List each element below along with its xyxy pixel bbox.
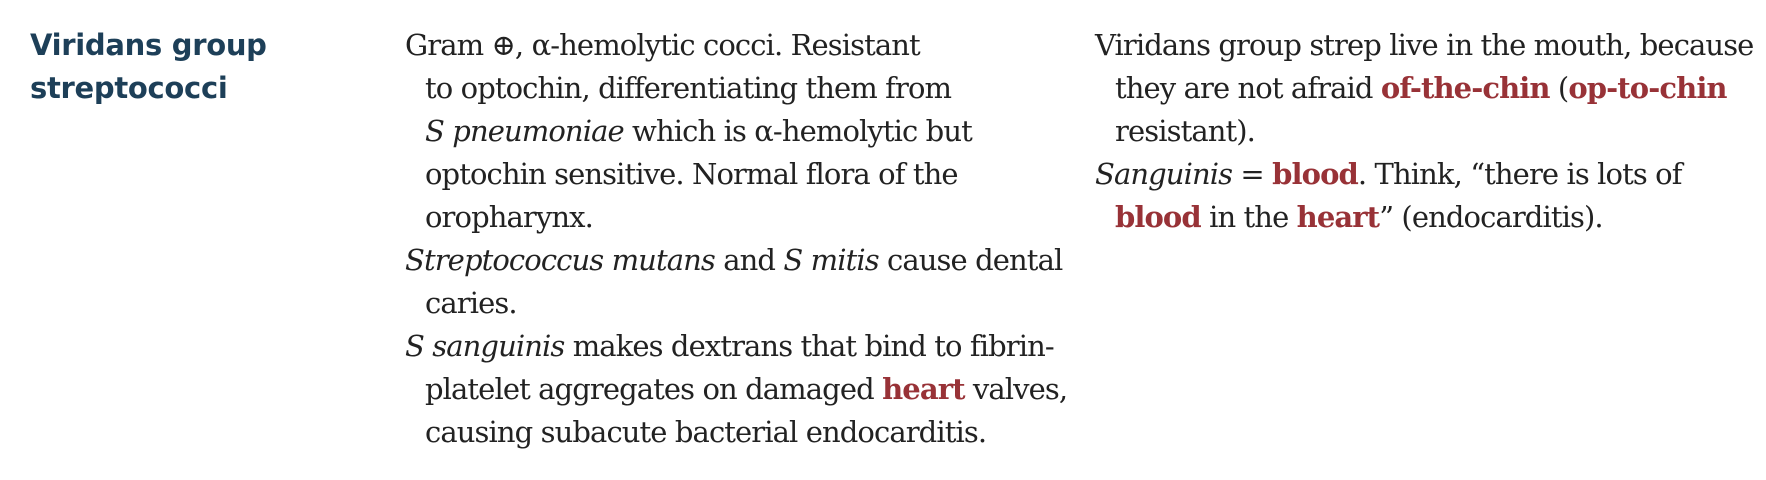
organism-name-s-mutans: Streptococcus mutans [405, 243, 716, 277]
mnemonic-paragraph-1: Viridans group strep live in the mouth, … [1095, 24, 1755, 153]
highlight-blood: blood [1272, 157, 1359, 191]
desc-p1-line-2: to optochin, differentiating them from [425, 71, 952, 105]
mnem-p2-equals: = [1232, 157, 1273, 191]
description-paragraph-2: Streptococcus mutans and S mitis cause d… [405, 239, 1063, 325]
mnem-sanguinis: Sanguinis [1095, 157, 1233, 191]
desc-p3-line-1-text: makes dextrans that bind to fibrin- [564, 329, 1055, 363]
desc-p1-line-5: oropharynx. [425, 200, 594, 234]
highlight-heart: heart [882, 372, 965, 406]
desc-p2-line-1-text-a: and [714, 243, 784, 277]
mnem-p1-line-2-mid: ( [1549, 71, 1569, 105]
mnem-p2-line-2: blood in the heart” (endocarditis). [1095, 196, 1755, 239]
mnem-p2-line-1: Sanguinis = blood. Think, “there is lots… [1095, 153, 1755, 196]
term-line-1: Viridans group [30, 28, 267, 62]
mnem-p2-line-2-post: ” (endocarditis). [1379, 200, 1603, 234]
desc-p3-line-3: causing subacute bacterial endocarditis. [425, 415, 987, 449]
mnem-p1-line-1: Viridans group strep live in the mouth, … [1095, 28, 1754, 62]
desc-p2-line-2: caries. [425, 286, 518, 320]
desc-p1-line-3-text: which is α-hemolytic but [623, 114, 973, 148]
mnem-p2-line-1-rest: . Think, “there is lots of [1357, 157, 1683, 191]
mnemonic-column: Viridans group strep live in the mouth, … [1095, 24, 1755, 239]
highlight-blood-2: blood [1115, 200, 1202, 234]
description-paragraph-1: Gram ⊕, α-hemolytic cocci. Resistant to … [405, 24, 1055, 239]
desc-p1-line-3: S pneumoniae which is α-hemolytic but [405, 110, 1055, 153]
mnem-p1-line-2: they are not afraid of-the-chin (op-to-c… [1095, 67, 1755, 110]
term-heading: Viridans group streptococci [30, 24, 370, 110]
mnem-p1-line-2-pre: they are not afraid [1115, 71, 1381, 105]
desc-p2-line-1-text-b: cause dental [878, 243, 1063, 277]
desc-p1-line-4: optochin sensitive. Normal flora of the [425, 157, 959, 191]
organism-name-s-pneumoniae: S pneumoniae [425, 114, 625, 148]
description-column: Gram ⊕, α-hemolytic cocci. Resistant to … [405, 24, 1068, 454]
desc-p3-line-2-pre: platelet aggregates on damaged [425, 372, 883, 406]
mnem-p2-line-2-mid: in the [1200, 200, 1297, 234]
mnem-p1-line-3: resistant). [1115, 114, 1256, 148]
organism-name-s-mitis: S mitis [783, 243, 879, 277]
highlight-heart-2: heart [1296, 200, 1380, 234]
mnemonic-paragraph-2: Sanguinis = blood. Think, “there is lots… [1095, 153, 1755, 239]
desc-p1-line-1: Gram ⊕, α-hemolytic cocci. Resistant [405, 28, 921, 62]
highlight-of-the-chin: of-the-chin [1380, 71, 1551, 105]
desc-p3-line-2: platelet aggregates on damaged heart val… [405, 368, 1068, 411]
term-line-2: streptococci [30, 71, 228, 105]
highlight-op-to-chin: op-to-chin [1568, 71, 1727, 105]
desc-p3-line-1: S sanguinis makes dextrans that bind to … [405, 325, 1055, 368]
organism-name-s-sanguinis: S sanguinis [405, 329, 565, 363]
desc-p2-line-1: Streptococcus mutans and S mitis cause d… [405, 239, 1063, 282]
description-paragraph-3: S sanguinis makes dextrans that bind to … [405, 325, 1068, 454]
desc-p3-line-2-post: valves, [964, 372, 1068, 406]
